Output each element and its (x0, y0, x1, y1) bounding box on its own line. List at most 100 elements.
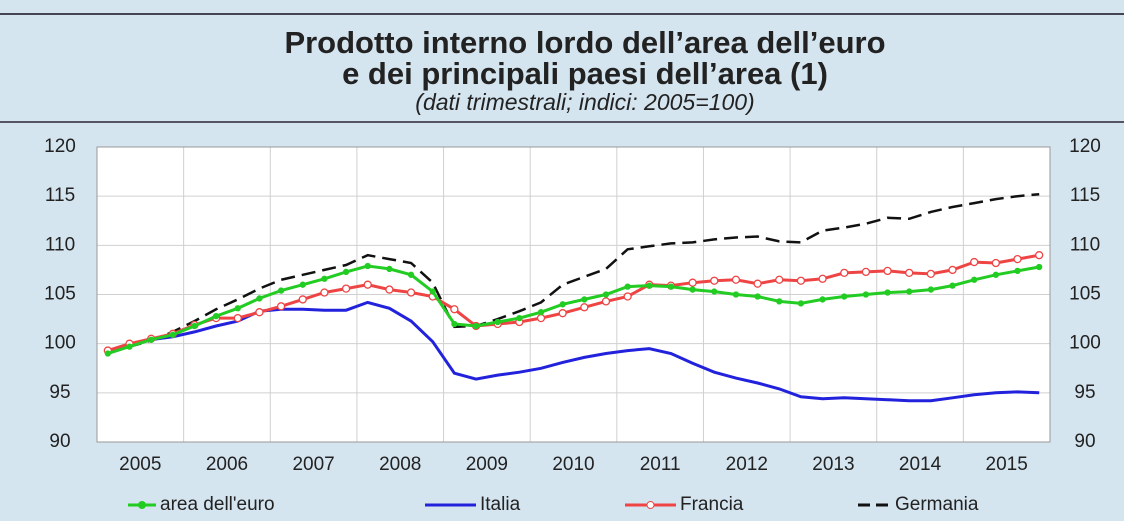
y2-tick-label: 115 (1070, 185, 1100, 206)
y-tick-label: 120 (44, 136, 76, 157)
series-marker (753, 279, 762, 288)
legend-marker (646, 501, 655, 509)
series-marker (255, 308, 264, 317)
series-marker (906, 288, 913, 295)
series-marker (797, 300, 805, 307)
series-marker (840, 268, 849, 278)
series-marker (623, 292, 632, 301)
series-line (107, 264, 1040, 355)
legend-label: Francia (680, 494, 744, 515)
y2-tick-label: 120 (1069, 136, 1101, 157)
series-marker (970, 257, 979, 267)
y-tick-label: 90 (49, 431, 70, 452)
series-marker (494, 318, 501, 326)
series-line (107, 192, 1040, 355)
series-marker (949, 282, 956, 289)
y-tick-label: 95 (49, 382, 70, 403)
x-tick-label: 2008 (379, 454, 421, 475)
series-marker (429, 288, 436, 295)
series-marker (406, 288, 416, 297)
series-marker (991, 258, 1001, 268)
legend-label: Italia (480, 494, 521, 515)
series-marker (884, 289, 891, 296)
series-marker (775, 275, 784, 284)
series-marker (363, 280, 372, 289)
series-marker (104, 350, 111, 357)
series-marker (559, 301, 566, 308)
series-marker (689, 286, 696, 293)
series-marker (861, 267, 871, 277)
plot-frame (96, 146, 1051, 443)
x-tick-label: 2015 (986, 454, 1028, 475)
series-marker (646, 282, 653, 289)
legend-label: area dell'euro (160, 494, 275, 515)
series-marker (602, 291, 610, 298)
series-marker (472, 322, 480, 330)
series-marker (212, 312, 220, 320)
series-marker (776, 298, 783, 305)
series-marker (342, 268, 350, 276)
series-marker (948, 265, 957, 275)
x-tick-label: 2011 (640, 454, 681, 475)
x-tick-label: 2010 (552, 454, 594, 475)
series-marker (256, 295, 263, 302)
y2-tick-label: 95 (1074, 382, 1095, 403)
x-tick-label: 2006 (206, 454, 248, 475)
series-marker (407, 271, 415, 278)
series-marker (276, 302, 286, 311)
series-marker (710, 276, 719, 285)
series-marker (819, 296, 826, 303)
series-marker (451, 320, 458, 328)
series-marker (516, 314, 523, 322)
series-marker (731, 275, 741, 284)
y-tick-label: 110 (45, 234, 75, 255)
series-marker (841, 293, 848, 300)
x-tick-label: 2009 (466, 454, 508, 475)
chart-subtitle: (dati trimestrali; indici: 2005=100) (415, 89, 754, 115)
series-marker (883, 266, 892, 276)
series-marker (320, 288, 329, 297)
y-tick-label: 115 (45, 185, 75, 206)
series-marker (754, 293, 761, 300)
y2-tick-label: 110 (1070, 234, 1100, 255)
series-marker (818, 274, 827, 283)
y2-tick-label: 100 (1069, 333, 1101, 354)
series-marker (1014, 267, 1021, 275)
series-marker (234, 305, 241, 312)
x-tick-label: 2013 (812, 454, 854, 475)
series-marker (191, 322, 198, 330)
y2-tick-label: 90 (1074, 431, 1095, 452)
series-marker (926, 269, 936, 279)
series-marker (580, 303, 589, 312)
series-marker (711, 288, 718, 295)
x-tick-label: 2005 (119, 454, 161, 475)
y2-tick-label: 105 (1069, 284, 1101, 305)
series-marker (688, 278, 697, 287)
y-tick-label: 105 (44, 284, 76, 305)
y-tick-label: 100 (44, 333, 76, 354)
series-marker (321, 275, 328, 282)
series-marker (341, 284, 351, 293)
chart-title: e dei principali paesi dell’area (1) (342, 56, 828, 91)
series-marker (581, 296, 588, 303)
series-marker (450, 305, 459, 314)
chart-title: Prodotto interno lordo dell’area dell’eu… (284, 25, 885, 60)
series-marker (364, 262, 371, 270)
legend-marker (138, 501, 146, 509)
x-tick-label: 2014 (899, 454, 942, 475)
series-marker (992, 271, 1000, 278)
series-marker (927, 286, 935, 293)
series-marker (1035, 251, 1044, 260)
series-marker (796, 276, 806, 285)
series-marker (385, 285, 394, 294)
legend-label: Germania (895, 494, 979, 515)
series-marker (299, 281, 306, 288)
x-tick-label: 2007 (292, 454, 334, 475)
series-marker (971, 276, 978, 283)
series-marker (536, 313, 546, 323)
series-marker (624, 283, 631, 290)
series-marker (1036, 263, 1043, 271)
series-marker (601, 297, 611, 306)
series-marker (298, 295, 307, 304)
